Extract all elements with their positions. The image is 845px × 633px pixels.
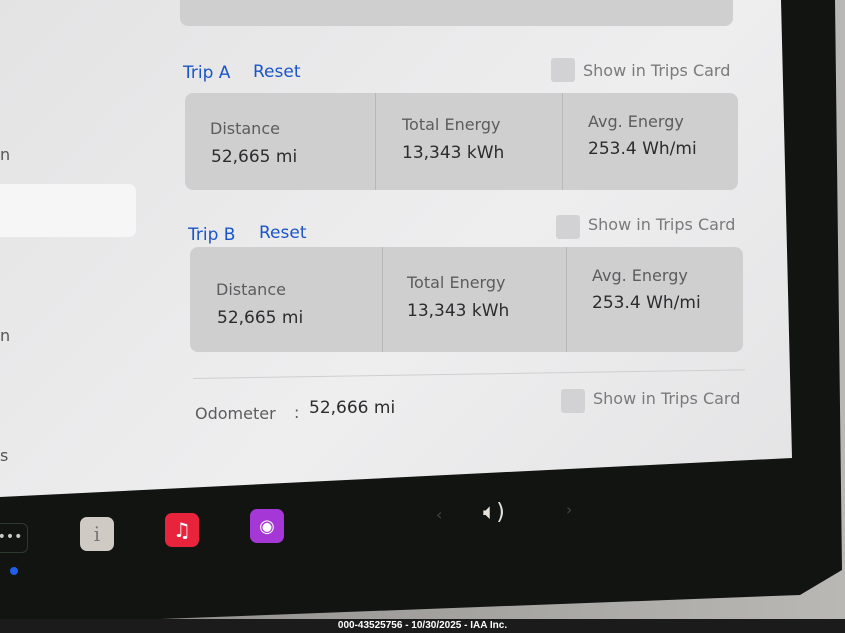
distance-label: Distance (210, 119, 280, 138)
distance-value: 52,665 mi (217, 308, 304, 328)
chevron-right-icon[interactable]: › (566, 500, 573, 519)
trip-b-card: Distance 52,665 mi Total Energy 13,343 k… (190, 247, 743, 352)
sidebar-item[interactable]: n (0, 326, 11, 345)
total-energy-value: 13,343 kWh (402, 143, 505, 163)
odometer-show-label: Show in Trips Card (593, 389, 741, 408)
avg-energy-value: 253.4 Wh/mi (588, 139, 697, 159)
watermark-caption: 000-43525756 - 10/30/2025 - IAA Inc. (0, 619, 845, 633)
trip-a-reset-button[interactable]: Reset (253, 62, 301, 82)
odometer-value: 52,666 mi (309, 398, 396, 418)
music-app-icon[interactable]: ♫ (165, 513, 199, 547)
total-energy-value: 13,343 kWh (407, 301, 510, 321)
odometer-label: Odometer (195, 404, 276, 423)
chevron-left-icon[interactable]: ‹ (436, 505, 443, 524)
distance-value: 52,665 mi (211, 147, 298, 167)
manual-app-icon[interactable]: i (80, 517, 114, 551)
page-indicator-dot (10, 567, 18, 575)
trip-b-show-label: Show in Trips Card (588, 215, 736, 234)
distance-label: Distance (216, 280, 286, 299)
podcasts-app-icon[interactable]: ◉ (250, 509, 284, 543)
odometer-separator: : (294, 403, 300, 422)
avg-energy-value: 253.4 Wh/mi (592, 293, 701, 313)
divider (192, 369, 745, 379)
avg-energy-label: Avg. Energy (588, 112, 684, 131)
trip-a-title: Trip A (183, 63, 231, 83)
sidebar-item[interactable]: n (0, 145, 11, 164)
odometer-show-checkbox[interactable] (561, 389, 585, 413)
speaker-icon[interactable]: 🔈︎) (483, 500, 505, 525)
more-apps-button[interactable]: ••• (0, 523, 28, 553)
trip-b-reset-button[interactable]: Reset (259, 223, 307, 243)
trip-a-show-checkbox[interactable] (551, 58, 575, 82)
sidebar-selected-item[interactable] (0, 184, 136, 237)
trip-b-show-checkbox[interactable] (556, 215, 580, 239)
trip-a-show-label: Show in Trips Card (583, 61, 731, 80)
avg-energy-label: Avg. Energy (592, 266, 688, 285)
total-energy-label: Total Energy (402, 115, 501, 134)
sidebar-item[interactable]: s (0, 446, 9, 465)
previous-trip-card (180, 0, 733, 26)
trip-b-title: Trip B (188, 225, 236, 245)
trip-a-card: Distance 52,665 mi Total Energy 13,343 k… (185, 93, 738, 190)
total-energy-label: Total Energy (407, 273, 506, 292)
